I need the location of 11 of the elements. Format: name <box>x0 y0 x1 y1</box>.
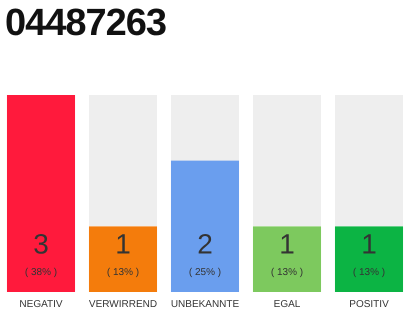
x-tick-label: NEGATIV <box>19 298 63 310</box>
data-label: 2 ( 25% ) <box>188 228 222 278</box>
data-label: 1 ( 13% ) <box>270 228 304 278</box>
x-tick-label: UNBEKANNTE <box>170 298 240 310</box>
data-label: 3 ( 38% ) <box>24 228 58 278</box>
chart-title: 04487263 <box>5 2 166 45</box>
data-label: 1 ( 13% ) <box>106 228 140 278</box>
x-tick-label: EGAL <box>274 298 301 310</box>
x-tick-label: VERWIRREND <box>88 298 158 310</box>
data-label: 1 ( 13% ) <box>352 228 386 278</box>
x-tick-label: POSITIV <box>349 298 390 310</box>
